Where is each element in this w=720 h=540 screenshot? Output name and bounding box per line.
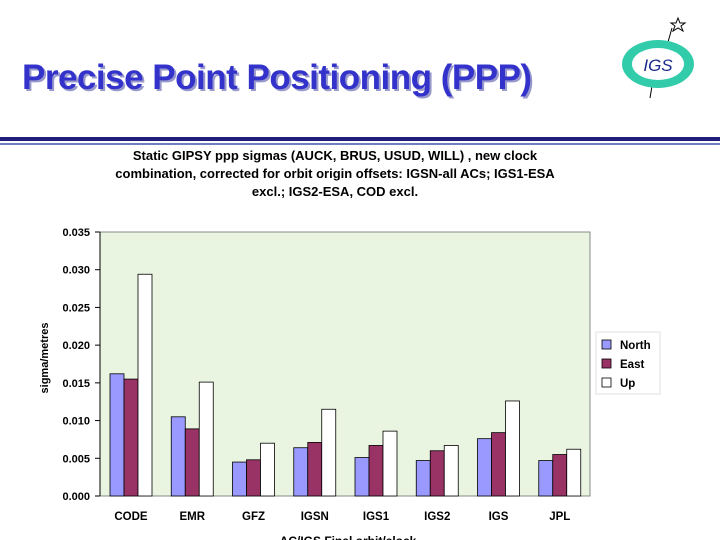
divider-dark — [0, 137, 720, 141]
bar-up-igs2 — [443, 445, 459, 497]
y-tick-label: 0.000 — [62, 491, 90, 503]
logo-text: IGS — [643, 56, 673, 75]
star-icon — [669, 16, 687, 33]
y-tick-label: 0.025 — [62, 302, 90, 314]
x-tick-label: IGS1 — [363, 511, 390, 523]
bar-east-igsn — [307, 442, 323, 497]
x-tick-label: GFZ — [242, 511, 265, 523]
y-tick-label: 0.015 — [62, 378, 90, 390]
legend-swatch-north — [601, 339, 612, 350]
y-tick-label: 0.035 — [62, 227, 90, 239]
bar-east-igs1 — [368, 445, 384, 497]
x-tick-label: EMR — [179, 511, 205, 523]
chart-title-line-3: excl.; IGS2-ESA, COD excl. — [252, 184, 418, 199]
y-tick-label: 0.020 — [62, 340, 90, 352]
bar-east-jpl — [552, 454, 568, 497]
bar-east-igs — [491, 432, 506, 497]
bar-up-code — [137, 273, 153, 497]
chart-title-line-1: Static GIPSY ppp sigmas (AUCK, BRUS, USU… — [133, 148, 538, 163]
x-axis-label: AC/IGS Final orbit/clock — [280, 534, 417, 540]
logo-tick-bottom — [649, 85, 653, 99]
bar-north-emr — [170, 416, 186, 497]
bar-up-gfz — [260, 442, 275, 497]
bar-north-code — [109, 373, 125, 497]
x-tick-label: CODE — [114, 511, 148, 523]
sigma-bar-chart: Static GIPSY ppp sigmas (AUCK, BRUS, USU… — [39, 148, 661, 540]
bar-up-igsn — [321, 408, 337, 497]
x-tick-label: IGS2 — [424, 511, 450, 523]
slide-title: Precise Point Positioning (PPP) — [22, 58, 532, 97]
y-tick-label: 0.010 — [62, 416, 90, 428]
x-tick-label: IGSN — [301, 511, 329, 523]
bar-up-igs1 — [382, 430, 398, 497]
y-axis-label: sigma/metres — [39, 323, 51, 394]
bar-north-gfz — [232, 461, 247, 497]
bar-north-igsn — [293, 447, 309, 497]
bar-east-gfz — [246, 459, 261, 497]
y-tick-label: 0.030 — [62, 265, 90, 277]
bar-north-igs — [477, 438, 492, 497]
legend-label-north: North — [620, 340, 651, 352]
bar-east-igs2 — [429, 450, 445, 497]
x-tick-label: IGS — [489, 511, 509, 523]
legend-label-east: East — [620, 359, 644, 371]
legend-swatch-up — [601, 377, 612, 388]
logo-inner — [632, 48, 684, 80]
bar-up-jpl — [566, 448, 582, 497]
legend-swatch-east — [601, 358, 612, 369]
bar-north-igs2 — [415, 460, 431, 497]
legend-label-up: Up — [620, 378, 635, 390]
divider-light — [0, 143, 720, 145]
bar-east-code — [123, 378, 139, 497]
x-tick-label: JPL — [549, 511, 570, 523]
logo-tick-top — [667, 27, 673, 43]
bar-north-igs1 — [354, 457, 370, 497]
chart-title-line-2: combination, corrected for orbit origin … — [115, 166, 555, 181]
bar-north-jpl — [538, 460, 554, 497]
bar-up-igs — [505, 400, 520, 497]
bar-up-emr — [198, 381, 214, 497]
y-tick-label: 0.005 — [62, 453, 90, 465]
bar-east-emr — [184, 428, 200, 497]
igs-logo: IGS — [622, 16, 694, 99]
